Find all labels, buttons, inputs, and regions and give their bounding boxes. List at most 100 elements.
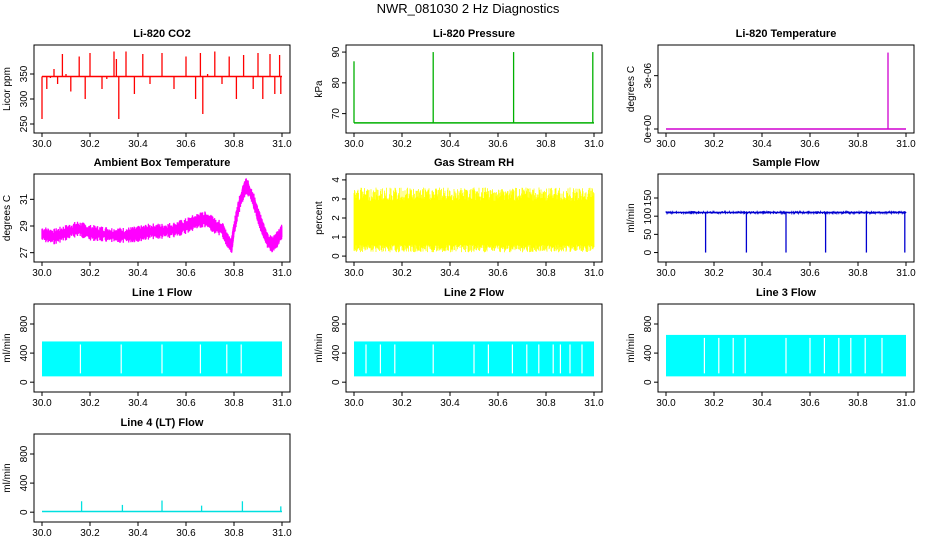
x-tick-label: 30.4 <box>752 268 772 279</box>
y-tick-label: 0 <box>19 509 30 515</box>
y-tick-label: 300 <box>19 90 30 107</box>
x-tick-label: 31.0 <box>272 398 292 409</box>
x-tick-label: 30.8 <box>848 139 868 150</box>
rh-series <box>353 187 595 253</box>
x-tick-label: 30.4 <box>128 139 148 150</box>
y-tick-label: 29 <box>19 220 30 232</box>
x-tick-label: 30.0 <box>32 528 52 539</box>
chart-5: Sample Flow ml/min 30.0 30.2 30.4 30.6 30.8 31.… <box>626 157 916 279</box>
y-tick-label: 90 <box>331 46 342 58</box>
x-tick-label: 30.0 <box>32 398 52 409</box>
y-tick-label: 0 <box>19 379 30 385</box>
y-tick-label: 2 <box>331 215 342 221</box>
y-tick-label: 0 <box>643 249 654 255</box>
chart-title: Line 1 Flow <box>132 287 192 299</box>
chart-title: Line 3 Flow <box>756 287 816 299</box>
x-tick-label: 30.6 <box>800 268 820 279</box>
chart-4: Gas Stream RH percent 30.0 30.2 30.4 30.6 30.8… <box>314 157 604 279</box>
x-tick-label: 30.0 <box>656 139 676 150</box>
x-tick-label: 30.6 <box>488 398 508 409</box>
chart-0: Li-820 CO2 Licor ppm 30.0 30.2 30.4 30.6 30.8 3… <box>2 28 292 150</box>
y-tick-label: 4 <box>331 177 342 183</box>
x-tick-label: 30.6 <box>488 268 508 279</box>
chart-1: Li-820 Pressure kPa 30.0 30.2 30.4 30.6 30.8 31… <box>314 28 604 150</box>
y-tick-label: 100 <box>643 207 654 224</box>
y-axis-label: degrees C <box>626 66 637 112</box>
x-tick-label: 31.0 <box>584 398 604 409</box>
chart-3: Ambient Box Temperature degrees C 30.0 30.2… <box>2 157 292 279</box>
x-tick-label: 30.8 <box>848 398 868 409</box>
plot-frame <box>657 44 915 134</box>
x-tick-label: 30.6 <box>176 268 196 279</box>
x-tick-label: 30.8 <box>224 268 244 279</box>
x-tick-label: 30.6 <box>800 139 820 150</box>
chart-9: Line 4 (LT) Flow ml/min 30.0 30.2 30.4 30.6 30… <box>2 417 292 539</box>
x-tick-label: 30.2 <box>392 139 412 150</box>
y-tick-label: 400 <box>19 344 30 361</box>
y-axis-label: ml/min <box>626 333 637 362</box>
y-tick-label: 80 <box>331 77 342 89</box>
x-tick-label: 30.8 <box>224 139 244 150</box>
x-tick-label: 30.2 <box>80 139 100 150</box>
x-tick-label: 30.6 <box>176 139 196 150</box>
y-tick-label: 3e-06 <box>643 62 654 88</box>
y-axis-label: degrees C <box>2 195 13 241</box>
x-tick-label: 31.0 <box>896 139 916 150</box>
x-tick-label: 30.4 <box>440 139 460 150</box>
x-tick-label: 30.8 <box>536 398 556 409</box>
x-tick-label: 30.2 <box>392 268 412 279</box>
flow-noise <box>665 210 907 215</box>
chart-title: Li-820 CO2 <box>133 28 190 40</box>
plot-frame <box>33 44 291 134</box>
y-tick-label: 70 <box>331 108 342 120</box>
x-tick-label: 30.6 <box>176 398 196 409</box>
x-tick-label: 30.4 <box>752 398 772 409</box>
x-tick-label: 31.0 <box>584 139 604 150</box>
x-tick-label: 30.2 <box>80 528 100 539</box>
x-tick-label: 30.8 <box>536 268 556 279</box>
x-tick-label: 30.2 <box>80 398 100 409</box>
y-axis-label: kPa <box>314 80 325 98</box>
x-tick-label: 30.6 <box>488 139 508 150</box>
chart-title: Ambient Box Temperature <box>94 157 231 169</box>
temperature-series <box>41 178 283 253</box>
chart-title: Line 2 Flow <box>444 287 504 299</box>
x-tick-label: 30.0 <box>344 139 364 150</box>
plot-frame <box>657 303 915 393</box>
y-tick-label: 150 <box>643 189 654 206</box>
plot-frame <box>657 173 915 263</box>
chart-title: Line 4 (LT) Flow <box>121 417 204 429</box>
x-tick-label: 31.0 <box>896 398 916 409</box>
y-tick-label: 250 <box>19 115 30 132</box>
x-tick-label: 30.2 <box>704 139 724 150</box>
x-tick-label: 31.0 <box>272 528 292 539</box>
x-tick-label: 30.2 <box>392 398 412 409</box>
plot-frame <box>33 303 291 393</box>
y-tick-label: 31 <box>19 193 30 205</box>
x-tick-label: 30.0 <box>656 268 676 279</box>
x-tick-label: 30.4 <box>752 139 772 150</box>
y-tick-label: 800 <box>331 315 342 332</box>
x-tick-label: 30.4 <box>128 268 148 279</box>
chart-8: Line 3 Flow ml/min 30.0 30.2 30.4 30.6 30.8 31.… <box>626 287 916 409</box>
plot-frame <box>345 303 603 393</box>
chart-title: Li-820 Temperature <box>736 28 837 40</box>
x-tick-label: 30.4 <box>440 268 460 279</box>
chart-title: Sample Flow <box>752 157 820 169</box>
chart-7: Line 2 Flow ml/min 30.0 30.2 30.4 30.6 30.8 31.… <box>314 287 604 409</box>
x-tick-label: 31.0 <box>272 139 292 150</box>
y-tick-label: 3 <box>331 196 342 202</box>
x-tick-label: 30.4 <box>128 398 148 409</box>
chart-title: Gas Stream RH <box>434 157 514 169</box>
chart-6: Line 1 Flow ml/min 30.0 30.2 30.4 30.6 30.8 31.… <box>2 287 292 409</box>
x-tick-label: 30.0 <box>32 268 52 279</box>
x-tick-label: 30.8 <box>536 139 556 150</box>
y-axis-label: ml/min <box>626 203 637 232</box>
y-axis-label: Licor ppm <box>2 67 13 111</box>
y-tick-label: 0e+00 <box>643 115 654 144</box>
y-axis-label: percent <box>314 201 325 235</box>
y-axis-label: ml/min <box>2 333 13 362</box>
x-tick-label: 30.8 <box>848 268 868 279</box>
plot-frame <box>345 44 603 134</box>
